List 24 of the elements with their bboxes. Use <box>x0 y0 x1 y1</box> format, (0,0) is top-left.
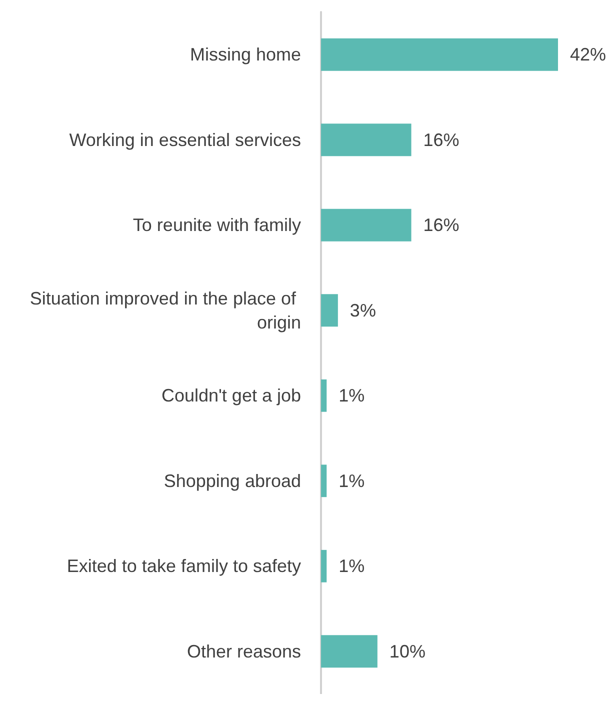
bar <box>321 464 327 498</box>
data-label: 1% <box>338 386 365 406</box>
y-tick-label: Situation improved in the place of origin <box>30 288 301 332</box>
y-tick-label: Shopping abroad <box>164 470 301 491</box>
data-label: 1% <box>338 470 365 491</box>
y-tick-label: Other reasons <box>186 641 301 662</box>
bar <box>321 294 338 327</box>
data-label: 1% <box>338 556 365 576</box>
bar <box>321 38 558 71</box>
bar <box>321 208 412 242</box>
y-tick-label: Exited to take family to safety <box>66 556 301 576</box>
data-label: 3% <box>350 300 376 320</box>
bar <box>321 124 412 156</box>
bar <box>321 550 327 582</box>
bar <box>321 379 327 412</box>
y-tick-label: Missing home <box>190 44 301 65</box>
y-tick-label: Couldn't get a job <box>161 386 301 406</box>
data-label: 16% <box>423 215 460 236</box>
data-label: 16% <box>423 130 460 150</box>
y-tick-label: To reunite with family <box>132 215 301 236</box>
data-label: 10% <box>389 641 426 662</box>
y-tick-label: Working in essential services <box>69 130 301 150</box>
bar <box>321 635 378 668</box>
data-label: 42% <box>570 44 606 65</box>
